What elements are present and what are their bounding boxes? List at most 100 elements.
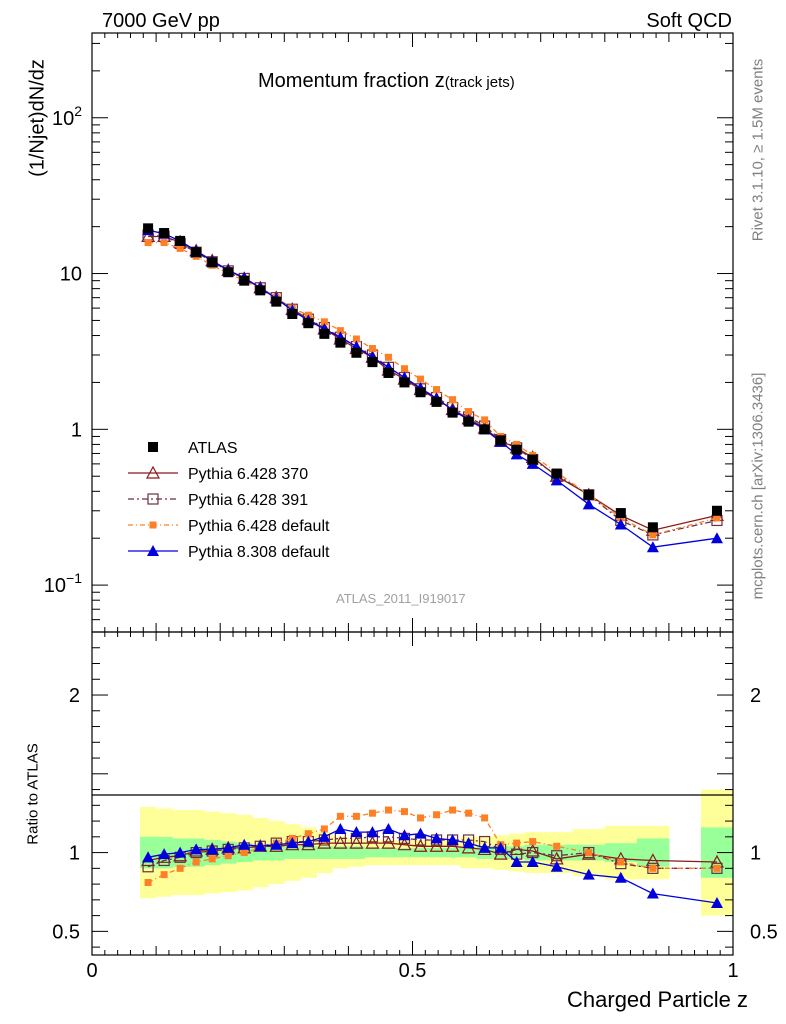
y-tick-label-base: 10 <box>44 575 66 597</box>
ratio-panel: 0.5 1 2 0.5 1 2 0 0.5 1 <box>52 631 778 982</box>
ratio-point-p8 <box>582 868 595 880</box>
ratio-point-p8 <box>334 822 347 834</box>
ratio-y-tick-label: 2 <box>69 685 80 707</box>
ratio-point-p8 <box>494 841 507 853</box>
data-point-pdefault <box>336 327 344 335</box>
ratio-point-pdefault <box>481 814 489 822</box>
data-point-atlas <box>511 444 522 455</box>
data-point-atlas <box>415 387 426 398</box>
ratio-point-p370 <box>493 846 508 860</box>
series-line-p391 <box>148 234 718 536</box>
y-tick-label-base: 10 <box>52 108 74 130</box>
legend-label-p8: Pythia 8.308 default <box>188 544 330 561</box>
ratio-point-pdefault <box>240 849 248 857</box>
ratio-point-p8 <box>550 860 563 872</box>
ratio-point-p8 <box>238 838 251 850</box>
data-point-p8 <box>710 532 723 544</box>
x-tick-label: 1 <box>727 960 738 982</box>
data-point-atlas <box>527 454 538 465</box>
ratio-point-p370 <box>445 839 460 852</box>
ratio-series-p8 <box>142 822 723 909</box>
ratio-point-pdefault <box>529 838 537 846</box>
data-point-pdefault <box>160 239 168 247</box>
ratio-point-p8 <box>526 856 539 868</box>
ratio-point-p8 <box>174 846 187 858</box>
ratio-point-pdefault <box>144 879 152 887</box>
data-point-atlas <box>223 267 234 278</box>
data-point-atlas <box>207 257 218 268</box>
data-point-pdefault <box>417 375 425 383</box>
y-tick-label: 10−1 <box>44 570 82 597</box>
data-point-p8 <box>550 474 563 486</box>
data-point-atlas <box>143 223 154 234</box>
data-point-atlas <box>191 247 202 258</box>
legend-label-p391: Pythia 6.428 391 <box>188 492 308 509</box>
ratio-point-pdefault <box>417 814 425 822</box>
ratio-point-p8 <box>350 826 363 838</box>
data-point-atlas <box>335 337 346 348</box>
ratio-point-pdefault <box>649 864 657 872</box>
ratio-y-tick-label: 0.5 <box>52 921 80 943</box>
y-tick-label-exponent: −1 <box>66 570 82 586</box>
data-point-p8 <box>582 498 595 510</box>
ratio-y-tick-label-right: 2 <box>750 685 761 707</box>
ratio-point-p8 <box>446 833 459 845</box>
ratio-point-p8 <box>710 897 723 909</box>
legend-entry-p8: Pythia 8.308 default <box>128 544 330 561</box>
ratio-point-p8 <box>158 848 171 860</box>
data-point-pdefault <box>400 365 408 373</box>
ratio-point-p8 <box>614 871 627 883</box>
ratio-y-axis-label: Ratio to ATLAS <box>24 743 42 845</box>
ratio-point-p8 <box>366 826 379 838</box>
legend-entry-p370: Pythia 6.428 370 <box>128 465 308 483</box>
ratio-point-pdefault <box>449 806 457 814</box>
y-tick-label: 10 <box>60 264 82 286</box>
rivet-version-label: Rivet 3.1.10, ≥ 1.5M events <box>749 58 767 242</box>
data-point-pdefault <box>513 440 521 448</box>
ratio-point-p391 <box>583 846 595 859</box>
ratio-point-pdefault <box>368 809 376 817</box>
ratio-point-p8 <box>286 837 299 849</box>
x-axis-label: Charged Particle z <box>567 987 748 1012</box>
ratio-point-p8 <box>302 835 315 847</box>
ratio-line-pdefault <box>147 809 717 884</box>
data-point-pdefault <box>465 408 473 416</box>
uncertainty-band-green <box>316 846 333 859</box>
y-tick-label: 102 <box>52 103 82 130</box>
uncertainty-band-green <box>396 847 413 858</box>
ratio-point-p370 <box>365 835 380 849</box>
ratio-point-p8 <box>318 830 331 842</box>
ratio-point-p370 <box>397 837 412 851</box>
legend-label-p370: Pythia 6.428 370 <box>188 466 308 483</box>
ratio-point-pdefault <box>176 864 184 872</box>
data-point-atlas <box>175 235 186 246</box>
legend-marker-p8 <box>147 545 159 556</box>
ratio-point-p8 <box>646 887 659 899</box>
data-point-atlas <box>615 508 626 519</box>
data-point-pdefault <box>713 514 721 522</box>
legend-label-atlas: ATLAS <box>188 440 238 457</box>
category-label: Soft QCD <box>646 10 732 32</box>
data-point-atlas <box>447 407 458 418</box>
legend-marker-pdefault <box>149 521 157 529</box>
legend-label-pdefault: Pythia 6.428 default <box>188 518 330 535</box>
ratio-point-pdefault <box>224 852 232 860</box>
ratio-point-p8 <box>254 840 267 852</box>
y-tick-label-base: 10 <box>60 264 82 286</box>
data-point-pdefault <box>144 239 152 247</box>
ratio-point-pdefault <box>384 806 392 814</box>
y-tick-label-base: 1 <box>71 419 82 441</box>
ratio-point-pdefault <box>208 855 216 863</box>
data-point-atlas <box>431 396 442 407</box>
ratio-point-pdefault <box>433 811 441 819</box>
data-point-atlas <box>399 377 410 388</box>
uncertainty-band-green <box>444 847 462 858</box>
data-point-p8 <box>646 541 659 553</box>
ratio-point-pdefault <box>160 871 168 879</box>
data-point-pdefault <box>433 386 441 394</box>
ratio-point-pdefault <box>304 830 312 838</box>
energy-label: 7000 GeV pp <box>102 10 220 32</box>
main-y-axis-label: (1/Njet)dN/dz <box>26 59 49 177</box>
ratio-point-p8 <box>222 841 235 853</box>
